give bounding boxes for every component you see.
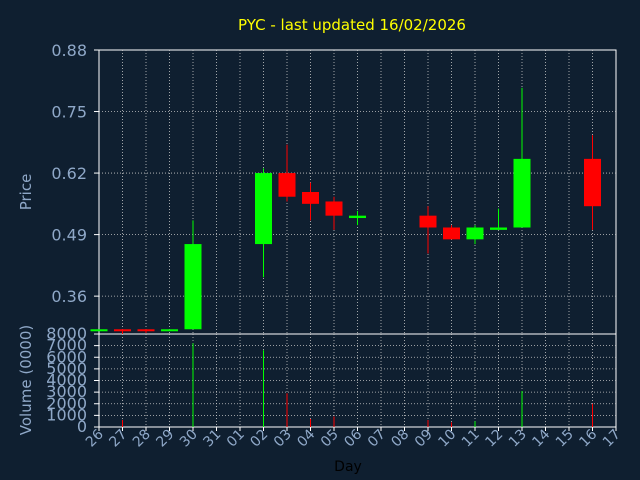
x-tick-label: 30 [177, 427, 201, 451]
candle-body [513, 158, 531, 228]
x-tick-label: 28 [130, 427, 154, 451]
x-tick-label: 27 [106, 427, 130, 451]
x-tick-label: 01 [224, 427, 248, 451]
candle-body [114, 329, 131, 332]
candle-body [419, 215, 437, 228]
price-tick-label: 0.75 [51, 103, 87, 122]
x-tick-label: 03 [271, 427, 295, 451]
candle-body [584, 158, 601, 207]
candle-body [443, 227, 460, 240]
price-axis-label: Price [17, 174, 35, 211]
chart-title: PYC - last updated 16/02/2026 [238, 16, 466, 34]
candle-body [278, 173, 296, 197]
candle-body [161, 329, 178, 332]
x-tick-label: 29 [153, 427, 177, 451]
x-tick-label: 10 [435, 427, 459, 451]
price-tick-label: 0.36 [51, 287, 87, 306]
x-tick-label: 16 [576, 426, 600, 450]
volume-tick-label: 0 [77, 417, 87, 436]
candles [90, 87, 601, 334]
x-tick-label: 05 [318, 427, 342, 451]
volume-tick-label: 4000 [46, 371, 87, 390]
candle-body [302, 192, 319, 204]
price-tick-label: 0.62 [51, 164, 87, 183]
x-tick-label: 08 [388, 427, 412, 451]
x-axis-label: Day [334, 459, 362, 475]
x-tick-label: 02 [247, 427, 271, 451]
price-axis-ticks: 0.88 0.75 0.62 0.49 0.36 [51, 41, 99, 306]
candle-body [490, 227, 507, 230]
x-axis-ticks: 26 27 28 29 30 31 01 02 03 04 05 06 07 08 09 10 11 12 13 14… [83, 426, 624, 450]
volume-bars [122, 343, 593, 427]
x-tick-label: 31 [200, 427, 224, 451]
candle-body [349, 215, 366, 219]
candle-body [184, 244, 202, 330]
volume-tick-label: 6000 [46, 347, 87, 366]
volume-tick-label: 1000 [46, 405, 87, 424]
volume-tick-label: 2000 [46, 394, 87, 413]
volume-tick-label: 8000 [46, 324, 87, 343]
price-tick-label: 0.49 [51, 226, 87, 245]
candle-body [255, 173, 272, 245]
candle-body [325, 201, 343, 216]
x-tick-label: 09 [412, 427, 436, 451]
x-tick-label: 15 [553, 427, 577, 451]
x-tick-label: 06 [341, 426, 365, 450]
volume-tick-label: 7000 [46, 336, 87, 355]
candle-body [137, 329, 155, 332]
x-tick-label: 14 [529, 426, 553, 450]
candle-body [466, 227, 484, 240]
x-tick-label: 11 [459, 427, 483, 451]
candle-body [90, 329, 108, 332]
x-tick-label: 12 [482, 427, 506, 451]
volume-tick-label: 3000 [46, 382, 87, 401]
price-tick-label: 0.88 [51, 41, 87, 60]
volume-axis-label: Volume (0000) [17, 325, 35, 435]
x-tick-label: 17 [600, 427, 624, 451]
x-tick-label: 13 [506, 427, 530, 451]
volume-tick-label: 5000 [46, 359, 87, 378]
x-tick-label: 07 [365, 427, 389, 451]
x-tick-label: 04 [294, 426, 318, 450]
